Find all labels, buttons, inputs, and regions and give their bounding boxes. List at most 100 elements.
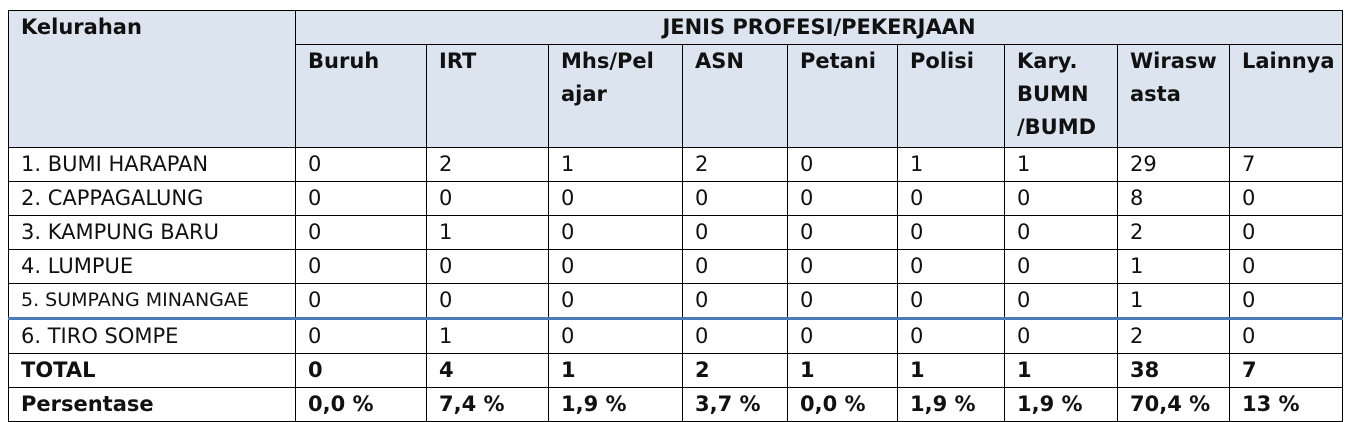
table-cell: 0	[426, 181, 549, 216]
percentage-cell: 0,0 %	[295, 387, 427, 422]
total-row: TOTAL 0 4 1 2 1 1 1 38 7	[8, 353, 1343, 388]
table-cell: 0	[426, 249, 549, 284]
table-row: 5. SUMPANG MINANGAE 0 0 0 0 0 0 0 1 0	[8, 283, 1343, 319]
table-cell: 0	[295, 317, 427, 354]
table-cell: 0	[1004, 317, 1118, 354]
table-cell: 0	[787, 317, 898, 354]
table-cell: 0	[548, 283, 683, 319]
total-cell: 7	[1229, 353, 1343, 388]
table-cell: 0	[897, 249, 1005, 284]
percentage-cell: 70,4 %	[1117, 387, 1230, 422]
total-cell: 4	[426, 353, 549, 388]
table-cell: 2	[682, 147, 788, 182]
table-cell: 0	[548, 215, 683, 250]
table-cell: 1	[1117, 283, 1230, 319]
table-cell: 0	[897, 215, 1005, 250]
table-cell: 2	[426, 147, 549, 182]
total-label: TOTAL	[8, 353, 296, 388]
column-header: Mhs/Pel ajar	[548, 44, 683, 148]
column-header: Wirasw asta	[1117, 44, 1230, 148]
kelurahan-name: 1. BUMI HARAPAN	[8, 147, 296, 182]
table-cell: 0	[1229, 249, 1343, 284]
table-row: 6. TIRO SOMPE 0 1 0 0 0 0 0 2 0	[8, 317, 1343, 354]
total-cell: 1	[897, 353, 1005, 388]
column-header-line: Mhs/Pel	[561, 49, 654, 73]
percentage-cell: 13 %	[1229, 387, 1343, 422]
table-cell: 0	[548, 181, 683, 216]
column-header-line: Buruh	[308, 49, 380, 73]
table-cell: 0	[548, 317, 683, 354]
table-cell: 2	[1117, 215, 1230, 250]
total-cell: 1	[787, 353, 898, 388]
table-cell: 0	[787, 181, 898, 216]
table-cell: 0	[682, 249, 788, 284]
table-row: 4. LUMPUE 0 0 0 0 0 0 0 1 0	[8, 249, 1343, 284]
table-cell: 0	[426, 283, 549, 319]
table-cell: 0	[682, 215, 788, 250]
header-kelurahan: Kelurahan	[8, 10, 296, 148]
column-header: IRT	[426, 44, 549, 148]
table-cell: 0	[1229, 317, 1343, 354]
column-header-line: Wirasw	[1130, 49, 1217, 73]
table-cell: 1	[1117, 249, 1230, 284]
table-cell: 0	[295, 249, 427, 284]
table-cell: 7	[1229, 147, 1343, 182]
total-cell: 0	[295, 353, 427, 388]
column-header-line: BUMN	[1017, 82, 1089, 106]
table-row: 2. CAPPAGALUNG 0 0 0 0 0 0 0 8 0	[8, 181, 1343, 216]
table-cell: 0	[682, 283, 788, 319]
table-cell: 0	[295, 283, 427, 319]
table-cell: 1	[426, 215, 549, 250]
table-cell: 0	[787, 215, 898, 250]
column-header-line: asta	[1130, 82, 1181, 106]
column-header: Petani	[787, 44, 898, 148]
table-cell: 0	[897, 181, 1005, 216]
column-header: Kary. BUMN/BUMD	[1004, 44, 1118, 148]
table-cell: 0	[1229, 215, 1343, 250]
column-header: ASN	[682, 44, 788, 148]
table-cell: 0	[295, 147, 427, 182]
table-cell: 0	[787, 147, 898, 182]
kelurahan-name: 3. KAMPUNG BARU	[8, 215, 296, 250]
table-cell: 0	[1004, 181, 1118, 216]
percentage-cell: 7,4 %	[426, 387, 549, 422]
column-header-line: Lainnya	[1242, 49, 1335, 73]
table-cell: 1	[426, 317, 549, 354]
table-cell: 1	[1004, 147, 1118, 182]
table-cell: 29	[1117, 147, 1230, 182]
table-cell: 0	[787, 283, 898, 319]
percentage-label: Persentase	[8, 387, 296, 422]
table-row: 1. BUMI HARAPAN 0 2 1 2 0 1 1 29 7	[8, 147, 1343, 182]
table-cell: 0	[1004, 283, 1118, 319]
column-header-line: Kary.	[1017, 49, 1078, 73]
column-header: Buruh	[295, 44, 427, 148]
percentage-cell: 0,0 %	[787, 387, 898, 422]
column-header-line: IRT	[439, 49, 477, 73]
column-header-line: ASN	[695, 49, 744, 73]
column-header-line: /BUMD	[1017, 115, 1097, 139]
column-header-line: Polisi	[910, 49, 974, 73]
table-cell: 0	[1004, 249, 1118, 284]
profession-table: Kelurahan JENIS PROFESI/PEKERJAAN Buruh I…	[8, 10, 1343, 422]
column-header: Lainnya	[1229, 44, 1343, 148]
column-header: Polisi	[897, 44, 1005, 148]
table-cell: 0	[1229, 283, 1343, 319]
table-cell: 1	[897, 147, 1005, 182]
table-cell: 0	[897, 283, 1005, 319]
table-cell: 0	[787, 249, 898, 284]
table-cell: 0	[295, 181, 427, 216]
table-cell: 2	[1117, 317, 1230, 354]
total-cell: 38	[1117, 353, 1230, 388]
table-cell: 0	[682, 181, 788, 216]
table-cell: 8	[1117, 181, 1230, 216]
percentage-cell: 1,9 %	[548, 387, 683, 422]
percentage-cell: 1,9 %	[897, 387, 1005, 422]
column-header-line: ajar	[561, 82, 607, 106]
table-cell: 0	[897, 317, 1005, 354]
kelurahan-name: 5. SUMPANG MINANGAE	[8, 283, 296, 319]
percentage-cell: 1,9 %	[1004, 387, 1118, 422]
total-cell: 1	[548, 353, 683, 388]
kelurahan-name: 4. LUMPUE	[8, 249, 296, 284]
table-row: 3. KAMPUNG BARU 0 1 0 0 0 0 0 2 0	[8, 215, 1343, 250]
